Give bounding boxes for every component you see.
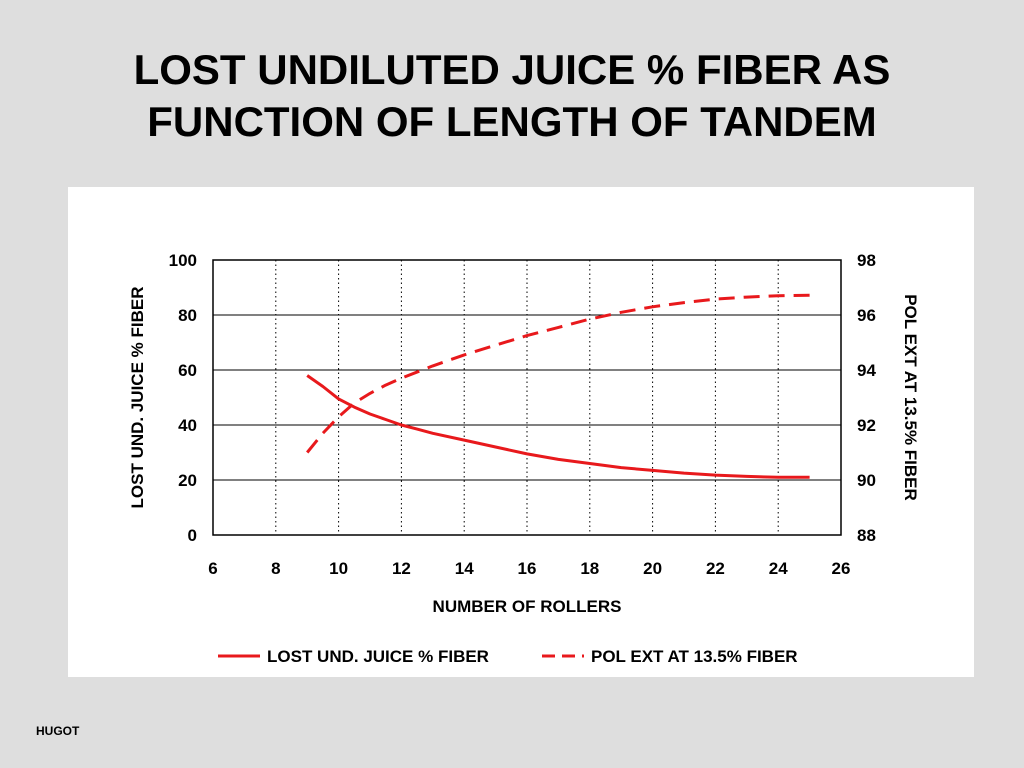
- x-tick-label: 6: [208, 559, 217, 578]
- y2-axis-title: POL EXT AT 13.5% FIBER: [901, 294, 920, 501]
- footer-credit: HUGOT: [36, 724, 80, 738]
- series-line-lost-juice: [306, 374, 810, 479]
- grid-layer: [213, 260, 841, 535]
- legend-label-pol-ext: POL EXT AT 13.5% FIBER: [591, 647, 798, 666]
- legend-label-lost-juice: LOST UND. JUICE % FIBER: [267, 647, 489, 666]
- line-chart: 6 8 10 12 14 16 18 20 22 24 26 0 20 40 60 80 100 88 90 92 94…: [128, 251, 920, 666]
- slide-title-line-1: LOST UNDILUTED JUICE % FIBER AS: [133, 46, 891, 93]
- x-tick-label: 26: [832, 559, 851, 578]
- y2-tick-label: 98: [857, 251, 876, 270]
- y2-tick-label: 96: [857, 306, 876, 325]
- x-tick-label: 16: [518, 559, 537, 578]
- slide-title: LOST UNDILUTED JUICE % FIBER AS FUNCTION…: [0, 44, 1024, 148]
- x-tick-label: 18: [580, 559, 599, 578]
- y2-tick-label: 94: [857, 361, 876, 380]
- x-axis-title: NUMBER OF ROLLERS: [433, 597, 622, 616]
- y-tick-label: 60: [178, 361, 197, 380]
- y2-tick-label: 90: [857, 471, 876, 490]
- x-tick-label: 12: [392, 559, 411, 578]
- x-tick-label: 22: [706, 559, 725, 578]
- y2-tick-label: 88: [857, 526, 876, 545]
- y-axis-title: LOST UND. JUICE % FIBER: [128, 287, 147, 509]
- slide-title-line-2: FUNCTION OF LENGTH OF TANDEM: [147, 98, 877, 145]
- y-tick-label: 0: [188, 526, 197, 545]
- x-tick-label: 14: [455, 559, 474, 578]
- y-tick-label: 100: [169, 251, 197, 270]
- plot-frame: [212, 259, 842, 536]
- series-line-pol-ext: [306, 293, 810, 454]
- x-tick-label: 10: [329, 559, 348, 578]
- series-layer: [306, 293, 810, 479]
- y2-tick-label: 92: [857, 416, 876, 435]
- y-tick-label: 20: [178, 471, 197, 490]
- x-tick-label: 8: [271, 559, 280, 578]
- y-tick-label: 80: [178, 306, 197, 325]
- x-tick-label: 24: [769, 559, 788, 578]
- y-tick-label: 40: [178, 416, 197, 435]
- x-tick-label: 20: [643, 559, 662, 578]
- tick-layer: 6 8 10 12 14 16 18 20 22 24 26 0 20 40 60 80 100 88 90 92 94…: [169, 251, 877, 578]
- chart-panel: 6 8 10 12 14 16 18 20 22 24 26 0 20 40 60 80 100 88 90 92 94…: [68, 187, 974, 677]
- legend: LOST UND. JUICE % FIBER POL EXT AT 13.5%…: [218, 647, 798, 666]
